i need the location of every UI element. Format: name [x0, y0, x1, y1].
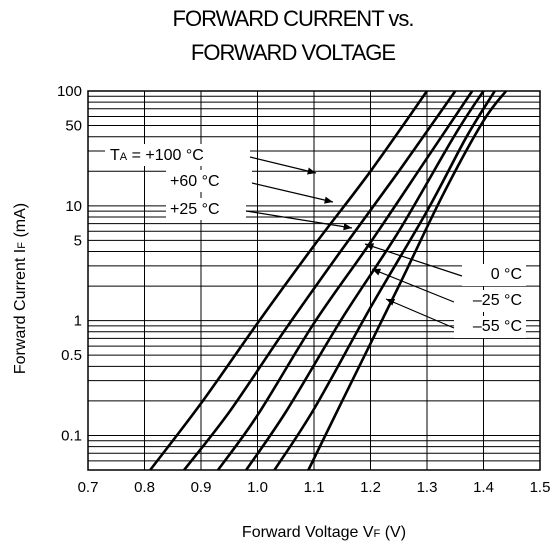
- x-tick-label: 1.4: [473, 479, 494, 496]
- curve-0c: [245, 90, 485, 471]
- curve-+60c: [183, 90, 457, 471]
- annotation-bg: [462, 264, 526, 286]
- y-tick-label: 0.1: [61, 427, 82, 444]
- annotations: TA = +100 °C +60 °C +25 °C 0 °C –25 °C –55 °C: [105, 144, 526, 338]
- annotation-label: TA = +100 °C: [110, 147, 204, 164]
- curves: [149, 90, 508, 471]
- annotation-label: +60 °C: [170, 173, 220, 190]
- annotation-leader: [364, 243, 463, 277]
- annotation-leader: [371, 268, 455, 303]
- plot-frame: [87, 90, 541, 471]
- y-axis-label: Forward Current IF (mA): [12, 203, 29, 374]
- x-tick-label: 0.7: [78, 479, 99, 496]
- x-tick-label: 1.1: [304, 479, 325, 496]
- annotation-leader: [251, 182, 334, 204]
- annotation-text: = +100 °C: [127, 147, 204, 164]
- tick-labels: 0.7 0.8 0.9 1.0 1.1 1.2 1.3 1.4 1.5 0.1 0.5 1 5 10 50 1…: [57, 83, 550, 496]
- annotation-leader: [385, 298, 455, 329]
- annotation-sub: A: [120, 151, 128, 163]
- x-axis-label-main: Forward Voltage V: [242, 524, 374, 541]
- annotation-bg: [454, 316, 526, 338]
- annotation-leader: [245, 210, 353, 231]
- x-axis-label: Forward Voltage VF (V): [242, 524, 406, 541]
- y-tick-label: 100: [57, 83, 82, 100]
- annotation-label: +25 °C: [170, 201, 220, 218]
- chart-title-line2: FORWARD VOLTAGE: [190, 40, 396, 65]
- y-axis-label-unit: (mA): [12, 203, 29, 242]
- curve-+25c: [216, 90, 474, 471]
- curve--55c: [307, 90, 508, 471]
- annotation-text: –25 °C: [473, 292, 522, 309]
- x-tick-label: 1.2: [360, 479, 381, 496]
- annotation-leader: [249, 156, 317, 175]
- x-axis-label-unit: (V): [380, 524, 406, 541]
- annotation-bg: [105, 144, 250, 166]
- y-tick-label: 1: [74, 313, 82, 330]
- annotation-bg: [166, 170, 252, 192]
- annotation-bg: [454, 290, 526, 312]
- x-axis-label-sub: F: [374, 528, 381, 540]
- y-tick-label: 5: [74, 232, 82, 249]
- annotation-prefix: T: [110, 147, 120, 164]
- x-tick-label: 0.8: [134, 479, 155, 496]
- y-tick-label: 50: [65, 118, 82, 135]
- chart-title-line1: FORWARD CURRENT vs.: [172, 6, 415, 31]
- y-axis-label-main: Forward Current I: [12, 249, 29, 374]
- x-tick-label: 1.0: [247, 479, 268, 496]
- x-tick-label: 0.9: [191, 479, 212, 496]
- annotation-bg: [166, 198, 246, 220]
- annotation-label: 0 °C: [491, 266, 522, 283]
- y-tick-label: 10: [65, 198, 82, 215]
- annotation-text: –55 °C: [473, 318, 522, 335]
- annotation-label: –25 °C: [473, 292, 522, 309]
- annotation-text: +25 °C: [170, 201, 220, 218]
- curve-+100c: [149, 90, 429, 471]
- annotation-text: +60 °C: [170, 173, 220, 190]
- x-tick-label: 1.3: [417, 479, 438, 496]
- annotation-text: 0 °C: [491, 266, 522, 283]
- curve--25c: [273, 90, 496, 471]
- annotation-label: –55 °C: [473, 318, 522, 335]
- x-tick-label: 1.5: [530, 479, 551, 496]
- y-axis-label-sub: F: [16, 242, 28, 249]
- y-tick-label: 0.5: [61, 347, 82, 364]
